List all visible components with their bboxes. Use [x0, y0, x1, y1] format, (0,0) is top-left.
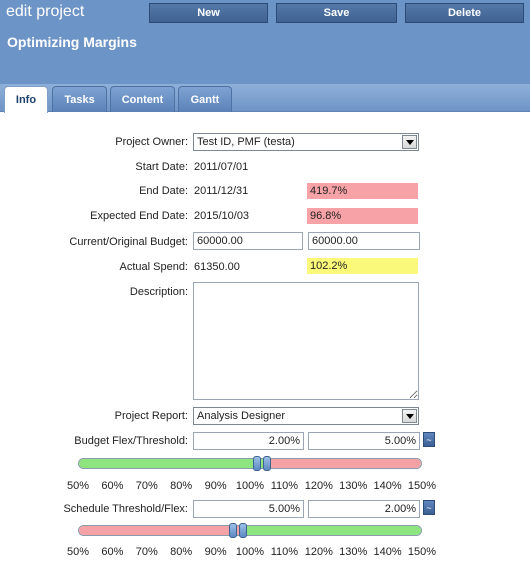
schedule-slider-tick-label: 70%	[135, 546, 158, 558]
budget-slider-track[interactable]	[78, 458, 422, 469]
project-report-label: Project Report:	[114, 410, 188, 422]
end-date-value: 2011/12/31	[194, 185, 249, 197]
project-owner-select[interactable]: Test ID, PMF (testa)	[193, 133, 419, 151]
budget-slider-tick-label: 130%	[339, 480, 368, 492]
budget-slider-tick-label: 120%	[304, 480, 333, 492]
actual-spend-label: Actual Spend:	[119, 261, 189, 273]
schedule-slider-tick-label: 110%	[270, 546, 299, 558]
schedule-slider-scale: 50% 60% 70% 80% 90% 100% 110% 120% 130% 140% 150%	[66, 546, 436, 560]
original-budget-input[interactable]: 60000.00	[308, 232, 420, 250]
actual-spend-indicator: 102.2%	[307, 258, 418, 274]
schedule-slider-tick-label: 150%	[407, 546, 437, 558]
description-textarea[interactable]	[193, 282, 419, 400]
save-button[interactable]: Save	[276, 3, 397, 23]
budget-slider-knob-flex[interactable]	[252, 456, 261, 471]
end-date-indicator: 419.7%	[307, 183, 418, 199]
budget-slider-tick-label: 110%	[270, 480, 299, 492]
budget-threshold-input[interactable]: 5.00%	[308, 432, 420, 450]
budget-slider-tick-label: 70%	[135, 480, 158, 492]
schedule-slider-tick-label: 50%	[66, 546, 90, 558]
description-label: Description:	[129, 286, 188, 298]
budget-slider-knob-threshold[interactable]	[263, 456, 272, 471]
budget-slider-scale: 50% 60% 70% 80% 90% 100% 110% 120% 130% 140% 150%	[66, 480, 436, 494]
schedule-slider-tick-label: 80%	[170, 546, 193, 558]
schedule-flex-input[interactable]: 2.00%	[308, 500, 420, 518]
schedule-slider-green-zone	[238, 526, 421, 535]
schedule-slider-tick-label: 130%	[339, 546, 368, 558]
schedule-slider-tick-label: 100%	[235, 546, 265, 558]
budget-slider-tick-label: 100%	[235, 480, 265, 492]
budget-slider-tick-label: 50%	[66, 480, 90, 492]
schedule-threshold-input[interactable]: 5.00%	[193, 500, 304, 518]
expected-end-date-value: 2015/10/03	[194, 210, 250, 222]
schedule-slider-tick-label: 60%	[101, 546, 124, 558]
schedule-slider-tick-label: 140%	[373, 546, 402, 558]
budget-slider-tick-label: 60%	[101, 480, 124, 492]
app-title: edit project	[6, 3, 85, 20]
schedule-threshold-label: Schedule Threshold/Flex:	[63, 503, 188, 515]
start-date-value: 2011/07/01	[194, 161, 249, 173]
tab-gantt[interactable]: Gantt	[178, 86, 232, 112]
project-owner-value: Test ID, PMF (testa)	[197, 136, 295, 148]
chevron-down-icon[interactable]	[402, 409, 417, 423]
schedule-slider-pink-zone	[79, 526, 239, 535]
tab-tasks[interactable]: Tasks	[52, 86, 107, 112]
schedule-slider-tick-label: 120%	[304, 546, 333, 558]
budget-slider-toggle-button[interactable]: ~	[423, 432, 435, 447]
budget-slider-green-zone	[79, 459, 264, 468]
chevron-down-icon[interactable]	[402, 135, 417, 149]
project-report-value: Analysis Designer	[197, 410, 286, 422]
budget-slider-tick-label: 150%	[407, 480, 437, 492]
budget-slider-pink-zone	[263, 459, 421, 468]
project-report-select[interactable]: Analysis Designer	[193, 407, 419, 425]
delete-button[interactable]: Delete	[405, 3, 524, 23]
schedule-slider-knob-flex[interactable]	[239, 523, 248, 538]
tab-content[interactable]: Content	[110, 86, 175, 112]
budget-label: Current/Original Budget:	[69, 236, 188, 248]
actual-spend-value: 61350.00	[194, 261, 240, 273]
current-budget-input[interactable]: 60000.00	[193, 232, 303, 250]
project-owner-label: Project Owner:	[115, 136, 188, 148]
budget-slider-tick-label: 80%	[170, 480, 193, 492]
schedule-slider-tick-label: 90%	[204, 546, 227, 558]
schedule-slider-track[interactable]	[78, 525, 422, 536]
budget-flex-label: Budget Flex/Threshold:	[74, 435, 188, 447]
budget-slider-tick-label: 90%	[204, 480, 227, 492]
end-date-label: End Date:	[139, 185, 188, 197]
expected-end-date-indicator: 96.8%	[307, 208, 418, 224]
budget-slider-tick-label: 140%	[373, 480, 402, 492]
schedule-slider-toggle-button[interactable]: ~	[423, 500, 435, 515]
new-button[interactable]: New	[149, 3, 268, 23]
tab-info[interactable]: Info	[4, 86, 48, 113]
expected-end-date-label: Expected End Date:	[90, 210, 188, 222]
project-title: Optimizing Margins	[7, 34, 137, 50]
budget-flex-input[interactable]: 2.00%	[193, 432, 304, 450]
schedule-slider-knob-threshold[interactable]	[228, 523, 237, 538]
start-date-label: Start Date:	[135, 161, 188, 173]
